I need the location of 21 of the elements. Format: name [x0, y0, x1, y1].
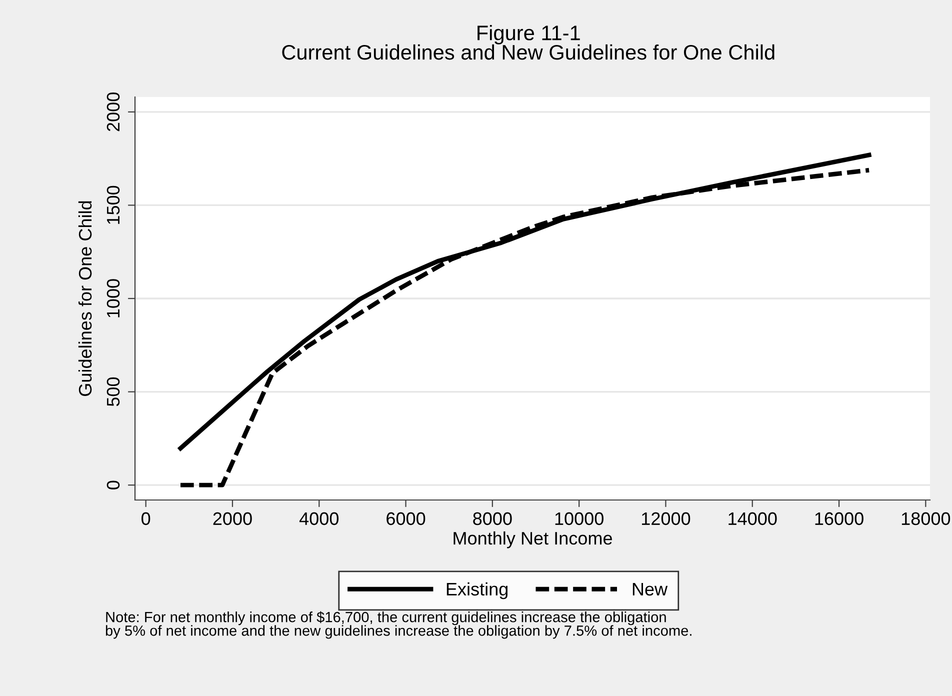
x-tick-label: 16000 [815, 512, 864, 526]
x-tick-label: 0 [142, 512, 150, 526]
x-tick-label: 8000 [473, 512, 512, 526]
text: Note: For net monthly income of $16,700, the current guidelines increase the obligation by 5% of net income and the new guidelines increase the obligation by 7.5% of net income. [106, 611, 692, 639]
x-tick-label: 6000 [386, 512, 426, 526]
y-tick-label: 2000 [106, 92, 120, 132]
legend-label: Existing [446, 582, 508, 600]
legend-label: New [632, 582, 668, 596]
y-tick-label: 1500 [106, 186, 120, 224]
x-tick-label: 14000 [728, 512, 777, 526]
y-tick-label: 500 [106, 377, 120, 406]
x-tick-label: 4000 [299, 512, 339, 526]
x-axis-title: Monthly Net Income [454, 531, 612, 548]
x-tick-label: 10000 [555, 512, 604, 526]
chart-title: Figure 11-1 Current Guidelines and New Guidelines for One Child [282, 25, 774, 60]
y-tick-label: 1000 [106, 279, 120, 318]
y-axis-title: Guidelines for One Child [78, 201, 92, 396]
x-tick-label: 18000 [902, 512, 950, 526]
y-tick-label: 0 [106, 480, 120, 490]
x-tick-label: 2000 [213, 512, 252, 526]
x-tick-label: 12000 [642, 512, 690, 526]
